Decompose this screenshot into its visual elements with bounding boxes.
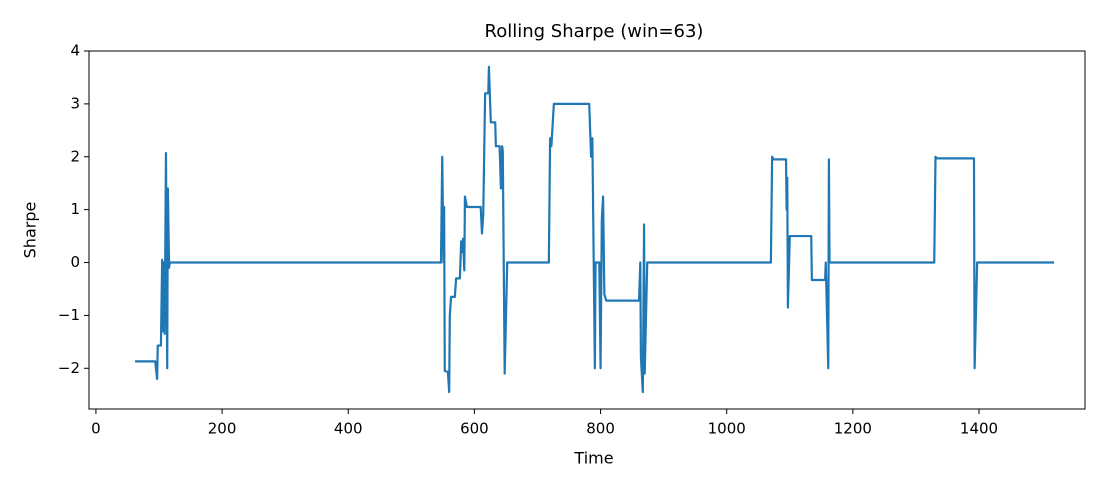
plot-frame <box>88 50 1086 410</box>
y-tick-label: −2 <box>58 359 80 377</box>
x-tick-label: 0 <box>91 420 101 438</box>
x-axis-label: Time <box>573 449 613 468</box>
y-tick-label: 3 <box>70 94 80 112</box>
x-tick-label: 1400 <box>960 420 998 438</box>
x-tick-label: 800 <box>586 420 615 438</box>
x-tick-label: 1000 <box>708 420 746 438</box>
x-tick-label: 200 <box>208 420 237 438</box>
y-tick-label: 2 <box>70 147 80 165</box>
y-tick-label: −1 <box>58 306 80 324</box>
y-axis-label: Sharpe <box>21 202 40 259</box>
y-tick-label: 0 <box>70 253 80 271</box>
chart-title: Rolling Sharpe (win=63) <box>485 21 704 42</box>
y-tick-label: 1 <box>70 200 80 218</box>
line-series <box>135 65 1055 394</box>
y-tick-label: 4 <box>70 42 80 60</box>
x-tick-label: 400 <box>334 420 363 438</box>
x-tick-label: 600 <box>460 420 489 438</box>
x-tick-label: 1200 <box>834 420 872 438</box>
